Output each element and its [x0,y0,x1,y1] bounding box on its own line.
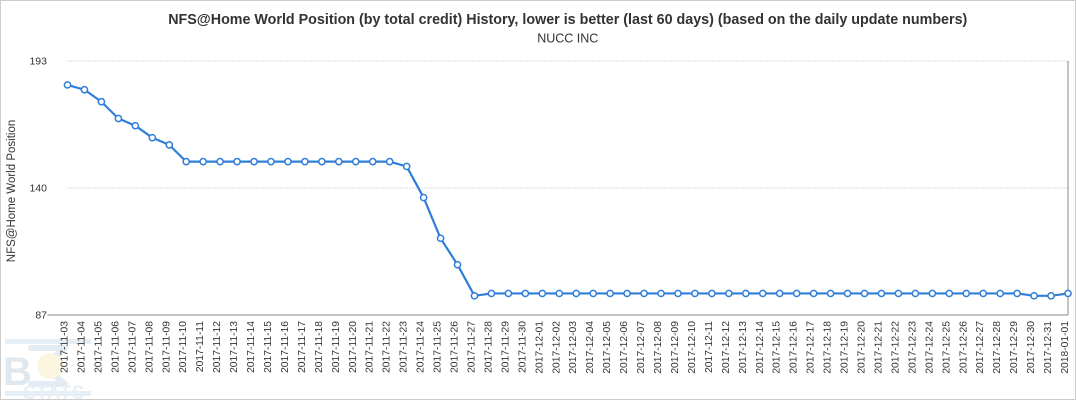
svg-text:2017-12-24: 2017-12-24 [924,321,935,374]
svg-text:2017-11-29: 2017-11-29 [500,321,511,373]
svg-text:2017-11-18: 2017-11-18 [314,321,325,373]
svg-text:STATS: STATS [23,383,85,400]
svg-text:2017-12-19: 2017-12-19 [840,321,851,374]
svg-text:2017-12-15: 2017-12-15 [772,321,783,374]
svg-text:2017-11-30: 2017-11-30 [517,321,528,373]
svg-text:2017-11-05: 2017-11-05 [93,321,104,373]
svg-text:2017-12-21: 2017-12-21 [873,321,884,374]
svg-text:2017-11-10: 2017-11-10 [178,321,189,373]
svg-text:2017-12-04: 2017-12-04 [585,321,596,374]
svg-text:2017-12-26: 2017-12-26 [958,321,969,374]
svg-text:2017-12-14: 2017-12-14 [755,321,766,374]
svg-text:2017-11-03: 2017-11-03 [60,321,71,373]
svg-text:2017-11-04: 2017-11-04 [76,321,87,373]
svg-text:2017-12-20: 2017-12-20 [857,321,868,374]
svg-text:2017-11-14: 2017-11-14 [246,321,257,373]
svg-text:2017-11-23: 2017-11-23 [399,321,410,373]
svg-text:2017-11-12: 2017-11-12 [212,321,223,373]
svg-text:2017-12-03: 2017-12-03 [568,321,579,374]
svg-text:2017-11-26: 2017-11-26 [450,321,461,373]
svg-text:NUCC INC: NUCC INC [537,32,598,46]
svg-text:2017-12-30: 2017-12-30 [1026,321,1037,374]
svg-text:87: 87 [35,310,47,322]
svg-text:140: 140 [29,183,47,195]
svg-text:2017-12-22: 2017-12-22 [890,321,901,374]
svg-text:193: 193 [29,56,47,68]
svg-text:2017-11-28: 2017-11-28 [483,321,494,373]
svg-text:2017-11-25: 2017-11-25 [433,321,444,373]
svg-text:2017-12-11: 2017-12-11 [704,321,715,373]
svg-text:2017-12-31: 2017-12-31 [1043,321,1054,374]
svg-text:2017-11-06: 2017-11-06 [110,321,121,373]
svg-text:2017-12-23: 2017-12-23 [907,321,918,374]
svg-text:2017-12-01: 2017-12-01 [534,321,545,374]
svg-text:2017-12-16: 2017-12-16 [789,321,800,374]
svg-text:2017-12-06: 2017-12-06 [619,321,630,374]
svg-text:NFS@Home World Position: NFS@Home World Position [6,120,18,262]
svg-text:2017-12-02: 2017-12-02 [551,321,562,374]
svg-text:2017-11-24: 2017-11-24 [416,321,427,373]
svg-text:2017-11-08: 2017-11-08 [144,321,155,373]
svg-text:2017-11-09: 2017-11-09 [161,321,172,373]
svg-text:2017-11-17: 2017-11-17 [297,321,308,373]
svg-text:2017-11-27: 2017-11-27 [466,321,477,373]
svg-text:2017-12-29: 2017-12-29 [1009,321,1020,374]
svg-text:2017-12-25: 2017-12-25 [941,321,952,374]
svg-text:2017-11-19: 2017-11-19 [331,321,342,373]
svg-text:2017-12-28: 2017-12-28 [992,321,1003,374]
svg-text:2017-12-07: 2017-12-07 [636,321,647,374]
svg-text:2017-12-05: 2017-12-05 [602,321,613,374]
svg-text:2017-12-10: 2017-12-10 [687,321,698,374]
svg-text:2017-11-21: 2017-11-21 [365,321,376,373]
svg-text:2017-12-09: 2017-12-09 [670,321,681,374]
svg-text:2017-12-17: 2017-12-17 [806,321,817,374]
svg-text:2017-12-18: 2017-12-18 [823,321,834,374]
svg-text:2017-11-13: 2017-11-13 [229,321,240,373]
svg-text:2017-12-27: 2017-12-27 [975,321,986,374]
svg-text:2017-12-08: 2017-12-08 [653,321,664,374]
svg-text:2017-11-15: 2017-11-15 [263,321,274,373]
svg-text:2017-11-16: 2017-11-16 [280,321,291,373]
svg-text:2017-12-12: 2017-12-12 [721,321,732,374]
svg-text:NFS@Home World Position (by to: NFS@Home World Position (by total credit… [168,12,967,28]
svg-text:2017-11-11: 2017-11-11 [195,321,206,372]
svg-text:2017-11-07: 2017-11-07 [127,321,138,373]
svg-text:2017-11-22: 2017-11-22 [382,321,393,373]
svg-text:2018-01-01: 2018-01-01 [1060,321,1071,374]
svg-text:2017-11-20: 2017-11-20 [348,321,359,373]
svg-text:2017-12-13: 2017-12-13 [738,321,749,374]
